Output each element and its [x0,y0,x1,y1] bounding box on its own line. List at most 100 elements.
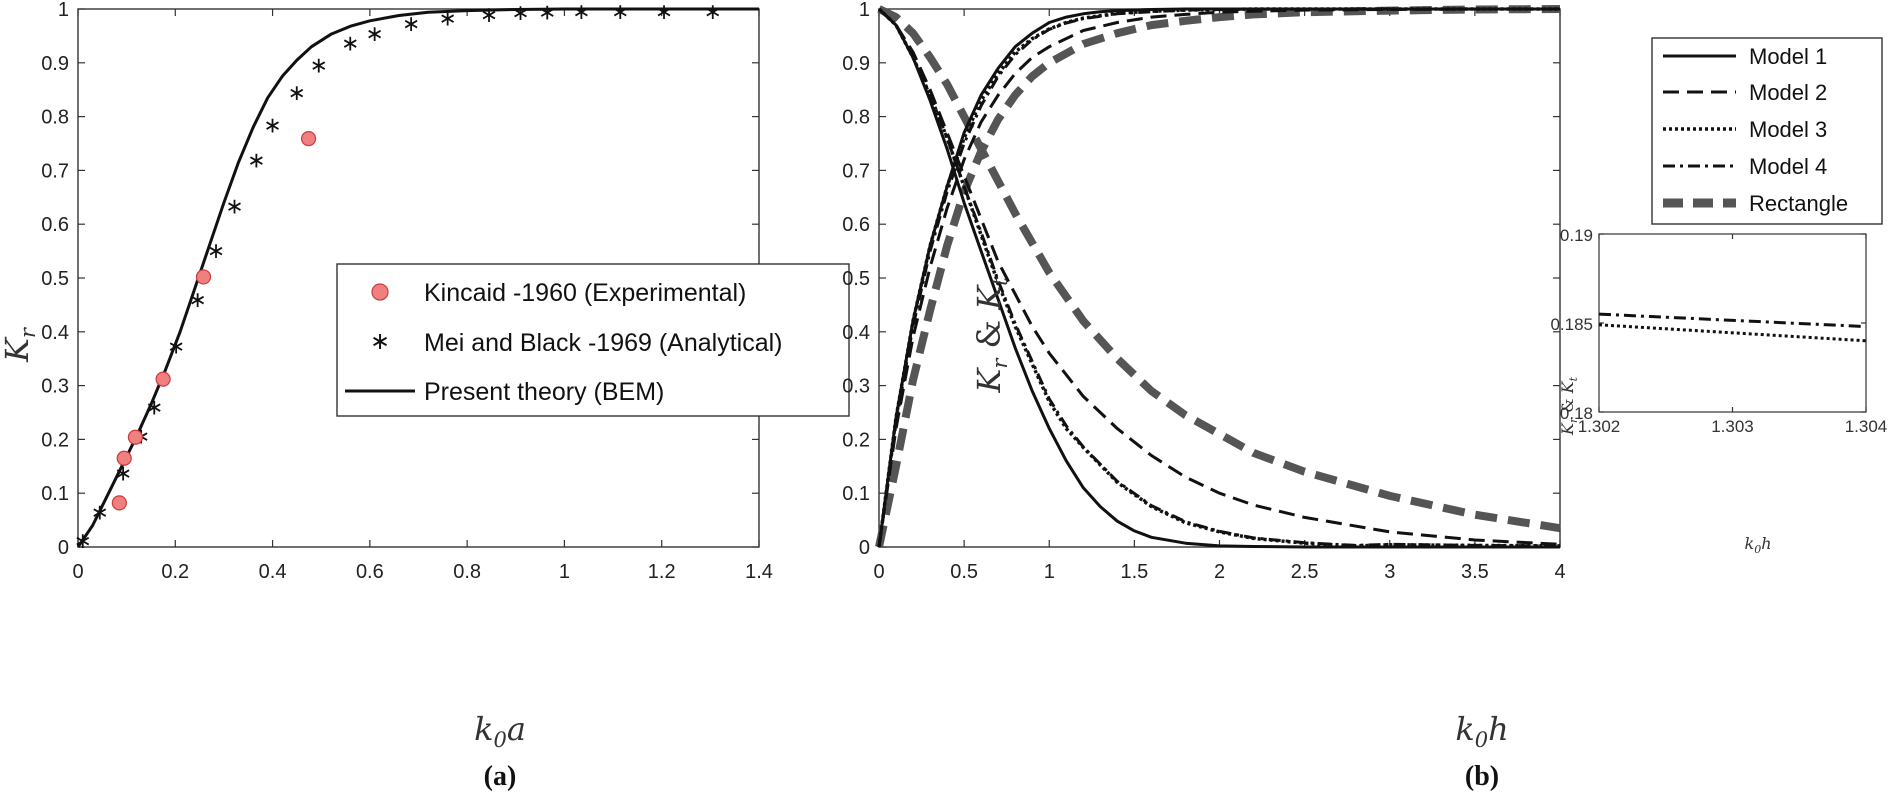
x-tick-label: 0.4 [259,561,287,583]
series-kr-model-2 [877,7,1561,546]
x-tick-label: 1.303 [1711,417,1754,436]
y-tick-label: 0.2 [842,429,870,451]
y-tick-label: 0 [859,537,870,559]
point-mei-black: ∗ [145,396,163,421]
y-tick-label: 0.5 [842,268,870,290]
y-tick-label: 0.7 [842,160,870,182]
panel-a-caption: (a) [484,761,517,792]
x-tick-label: 1 [559,561,570,583]
point-mei-black: ∗ [288,81,306,106]
point-mei-black: ∗ [402,12,420,37]
point-mei-black: ∗ [655,0,673,25]
panel-b-legend: Model 1 Model 2 Model 3 Model 4 Rectangl… [1651,37,1883,225]
y-tick-label: 0.6 [842,214,870,236]
y-tick-label: 0.6 [41,214,69,236]
y-tick-label: 0.9 [41,53,69,75]
legend-label-kincaid: Kincaid -1960 (Experimental) [424,279,746,307]
panel-b-caption: (b) [1465,761,1499,792]
inset-plot-frame [1598,233,1867,413]
point-mei-black: ∗ [704,0,722,25]
x-tick-label: 2.5 [1291,561,1319,583]
series-kr-model-3 [877,7,1561,548]
x-tick-label: 1.4 [745,561,773,583]
y-tick-label: 0.4 [41,322,69,344]
panel-a-series: ∗∗∗∗∗∗∗∗∗∗∗∗∗∗∗∗∗∗∗∗∗∗∗∗ [74,0,759,554]
inset-ylabel: Kr & Kt [1558,376,1580,436]
series-kr-rectangle [877,5,1561,533]
legend-label-rectangle: Rectangle [1749,191,1848,216]
point-mei-black: ∗ [188,288,206,313]
y-tick-label: 0.7 [41,160,69,182]
x-tick-label: 0.8 [453,561,481,583]
panel-b: 0 0.5 1 1.5 2 2.5 3 3.5 4 0 0.1 0.2 0.3 0.4 0.5 0.6 0.7 0… [842,0,1887,792]
y-tick-label: 0.4 [842,322,870,344]
x-tick-label: 0.6 [356,561,384,583]
point-mei-black: ∗ [225,194,243,219]
x-tick-label: 2 [1214,561,1225,583]
y-tick-label: 0 [58,537,69,559]
series-kt-model-2 [877,7,1560,548]
inset-series-model-4 [1598,312,1867,329]
legend-label-model2: Model 2 [1749,80,1827,105]
panel-b-xlabel: k0h [1455,710,1508,752]
inset-axes: 1.302 1.303 1.304 0.18 0.185 0.19 [1550,226,1887,436]
y-tick-label: 0.3 [842,376,870,398]
panel-b-ylabel: Kr & Kt [970,277,1012,394]
y-tick-label: 0.18 [1560,404,1593,423]
panel-b-inset: 1.302 1.303 1.304 0.18 0.185 0.19 Kr & Kt k0h [1550,226,1887,556]
x-tick-label: 1 [1044,561,1055,583]
point-mei-black: ∗ [247,149,265,174]
x-tick-label: 0 [873,561,884,583]
y-tick-label: 0.2 [41,429,69,451]
point-mei-black: ∗ [74,529,92,554]
x-tick-label: 4 [1554,561,1565,583]
y-tick-label: 1 [859,0,870,21]
panel-a-ylabel: Kr [0,326,40,363]
point-mei-black: ∗ [366,22,384,47]
series-line-present-theory [76,7,759,548]
point-mei-black: ∗ [572,0,590,25]
x-tick-label: 1.2 [648,561,676,583]
y-tick-label: 0.5 [41,268,69,290]
y-tick-label: 0.19 [1560,226,1593,245]
legend-label-model4: Model 4 [1749,154,1827,179]
x-tick-label: 1.302 [1578,417,1621,436]
legend-label-model3: Model 3 [1749,117,1827,142]
point-mei-black: ∗ [114,462,132,487]
point-kincaid [195,269,212,285]
point-mei-black: ∗ [91,500,109,525]
panel-a-axes: 0 0.2 0.4 0.6 0.8 1 1.2 1.4 0 0.1 0.2 0.3 0.4 0.5 0.6 0… [41,0,773,583]
point-mei-black: ∗ [611,0,629,25]
panel-a-xlabel: k0a [474,710,526,752]
point-kincaid [155,371,171,387]
y-tick-label: 0.185 [1550,315,1593,334]
series-kt-model-1 [877,7,1560,548]
series-kt-rectangle [875,5,1561,548]
point-kincaid [127,429,143,445]
x-tick-label: 1.5 [1120,561,1148,583]
inset-xlabel: k0h [1744,534,1771,556]
legend-marker-mei: ∗ [370,327,390,355]
inset-series [1598,312,1867,343]
point-mei-black: ∗ [310,53,328,78]
y-tick-label: 0.1 [41,483,69,505]
legend-label-model1: Model 1 [1749,44,1827,69]
x-tick-label: 3 [1384,561,1395,583]
point-mei-black: ∗ [207,239,225,264]
panel-b-series [875,5,1561,549]
x-tick-label: 0 [72,561,83,583]
x-tick-label: 3.5 [1461,561,1489,583]
point-mei-black: ∗ [538,1,556,26]
point-mei-black: ∗ [511,1,529,26]
point-mei-black: ∗ [167,335,185,360]
point-mei-black: ∗ [263,114,281,139]
y-tick-label: 1 [58,0,69,21]
point-kincaid [300,131,317,147]
panel-a: 0 0.2 0.4 0.6 0.8 1 1.2 1.4 0 0.1 0.2 0.3 0.4 0.5 0.6 0… [0,0,850,792]
x-tick-label: 0.5 [950,561,978,583]
x-tick-label: 1.304 [1845,417,1888,436]
point-mei-black: ∗ [438,7,456,32]
y-tick-label: 0.1 [842,483,870,505]
series-kr-model-1 [877,7,1560,549]
